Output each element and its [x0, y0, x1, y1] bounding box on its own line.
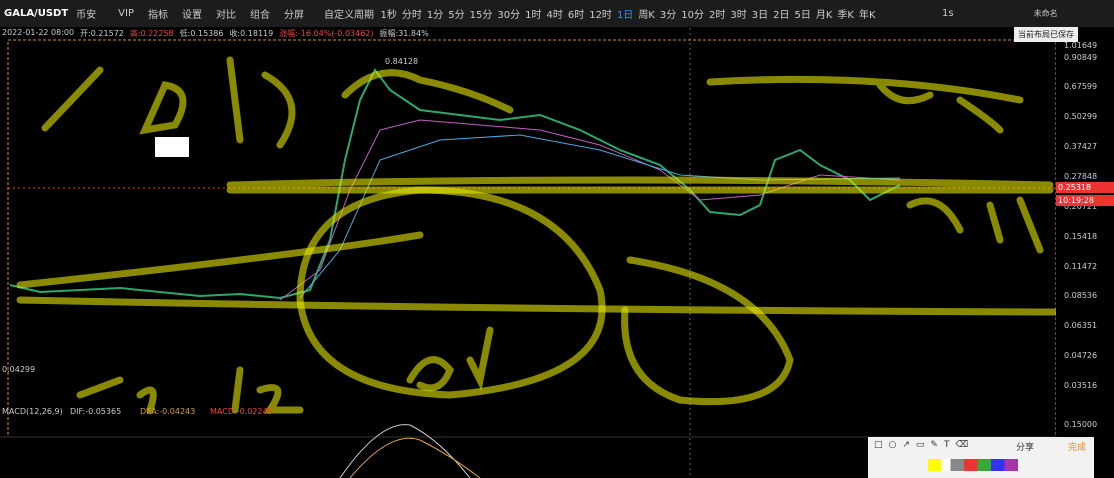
toolbar: GALA/USDT 币安 VIP 指标 设置 对比 组合 分屏 自定义周期 1秒 分时 1分 5分 15分…	[0, 0, 1114, 27]
macd-line	[349, 437, 481, 478]
period[interactable]: 10分	[681, 10, 704, 21]
period[interactable]: 5分	[448, 10, 465, 21]
period[interactable]: 12时	[589, 10, 612, 21]
ma-line	[299, 134, 901, 299]
drawing-toolbar: □○↗▭✎T⌫ 分享 完成	[868, 437, 1094, 478]
period[interactable]: 2日	[773, 10, 790, 21]
symbol[interactable]: GALA/USDT	[4, 8, 69, 19]
open: 开:0.21572	[80, 29, 124, 38]
period[interactable]: 5日	[794, 10, 811, 21]
price-axis	[1056, 40, 1114, 478]
y-tick-label: 0.27848	[1064, 172, 1098, 181]
countdown: 10:19:28	[1056, 194, 1114, 206]
period[interactable]: 1时	[525, 10, 542, 21]
date: 2022-01-22 08:00	[2, 28, 75, 37]
close: 收:0.18119	[229, 29, 274, 38]
macd-label: MACD(12,26,9)	[2, 407, 63, 416]
interval[interactable]: 1s	[942, 8, 954, 19]
y-tick-label: 0.03516	[1064, 381, 1098, 390]
color-palette[interactable]	[928, 459, 1018, 471]
y-tick-label: 0.04726	[1064, 351, 1098, 361]
info-line: 2022-01-22 08:00 开:0.21572 高:0.22258 低:0…	[2, 28, 429, 39]
period[interactable]: 30分	[497, 10, 521, 21]
period[interactable]: 季K	[837, 10, 854, 21]
period[interactable]: 3分	[659, 10, 677, 21]
y-tick-label: 0.90849	[1064, 52, 1098, 62]
done-button[interactable]: 完成	[1068, 443, 1087, 453]
macd-dif: DIF:-0.05365	[70, 407, 121, 416]
menu-item[interactable]: 对比	[215, 10, 236, 21]
low-marker: 0.04299	[2, 365, 35, 374]
period[interactable]: 1秒	[380, 10, 397, 21]
menu-item[interactable]: 组合	[249, 10, 270, 21]
y-tick-label: 0.67599	[1064, 82, 1098, 92]
period[interactable]: 4时	[546, 10, 563, 21]
sticker	[155, 137, 189, 157]
y-tick-label: 0.37427	[1064, 142, 1098, 152]
share-button[interactable]: 分享	[1016, 443, 1035, 453]
y-tick-label: 1.01649	[1064, 41, 1098, 51]
price-path	[9, 68, 901, 300]
period[interactable]: 年K	[858, 10, 876, 21]
period[interactable]: 2时	[708, 10, 726, 21]
high: 高:0.22258	[129, 29, 174, 38]
menu-item[interactable]: 指标	[147, 10, 168, 21]
macd-dea: DEA:-0.04243	[140, 407, 195, 416]
period[interactable]: 周K	[638, 10, 655, 21]
high-marker: 0.84128	[385, 57, 418, 66]
y-tick-label: 0.08536	[1064, 291, 1098, 301]
y-tick-label: 0.50299	[1064, 112, 1098, 122]
current-price: 0.25318	[1056, 181, 1114, 193]
handwriting	[16, 56, 1064, 414]
exchange: 币安	[76, 10, 97, 21]
menu-item[interactable]: 分屏	[283, 10, 304, 21]
menu-item[interactable]: VIP	[118, 8, 134, 19]
period[interactable]: 3日	[751, 10, 769, 21]
macd-axis-label: 0.15000	[1064, 420, 1098, 429]
macd-line	[339, 424, 471, 478]
period[interactable]: 月K	[815, 10, 833, 21]
y-tick-label: 0.15418	[1064, 231, 1098, 241]
macd-value: MACD:-0.02243	[210, 407, 273, 416]
period[interactable]: 15分	[469, 10, 493, 21]
y-tick-label: 0.06351	[1064, 321, 1098, 331]
menu-item[interactable]: 设置	[181, 10, 202, 21]
amplitude: 振幅:31.84%	[379, 29, 429, 38]
draw-tools[interactable]: □○↗▭✎T⌫	[874, 440, 975, 450]
custom-period[interactable]: 自定义周期	[323, 10, 374, 21]
change: 涨幅:-16.04%(-0.03462)	[279, 29, 374, 38]
tooltip: 当前布局已保存	[1014, 27, 1078, 42]
period[interactable]: 6时	[567, 10, 585, 21]
period[interactable]: 分时	[401, 10, 422, 21]
period[interactable]: 1分	[426, 10, 444, 21]
workspace[interactable]: 未命名	[1033, 9, 1058, 18]
low: 低:0.15386	[179, 29, 224, 38]
y-tick-label: 0.20721	[1064, 201, 1098, 211]
y-tick-label: 0.11472	[1064, 261, 1098, 271]
period[interactable]: 1日	[616, 10, 634, 21]
period[interactable]: 3时	[730, 10, 747, 21]
